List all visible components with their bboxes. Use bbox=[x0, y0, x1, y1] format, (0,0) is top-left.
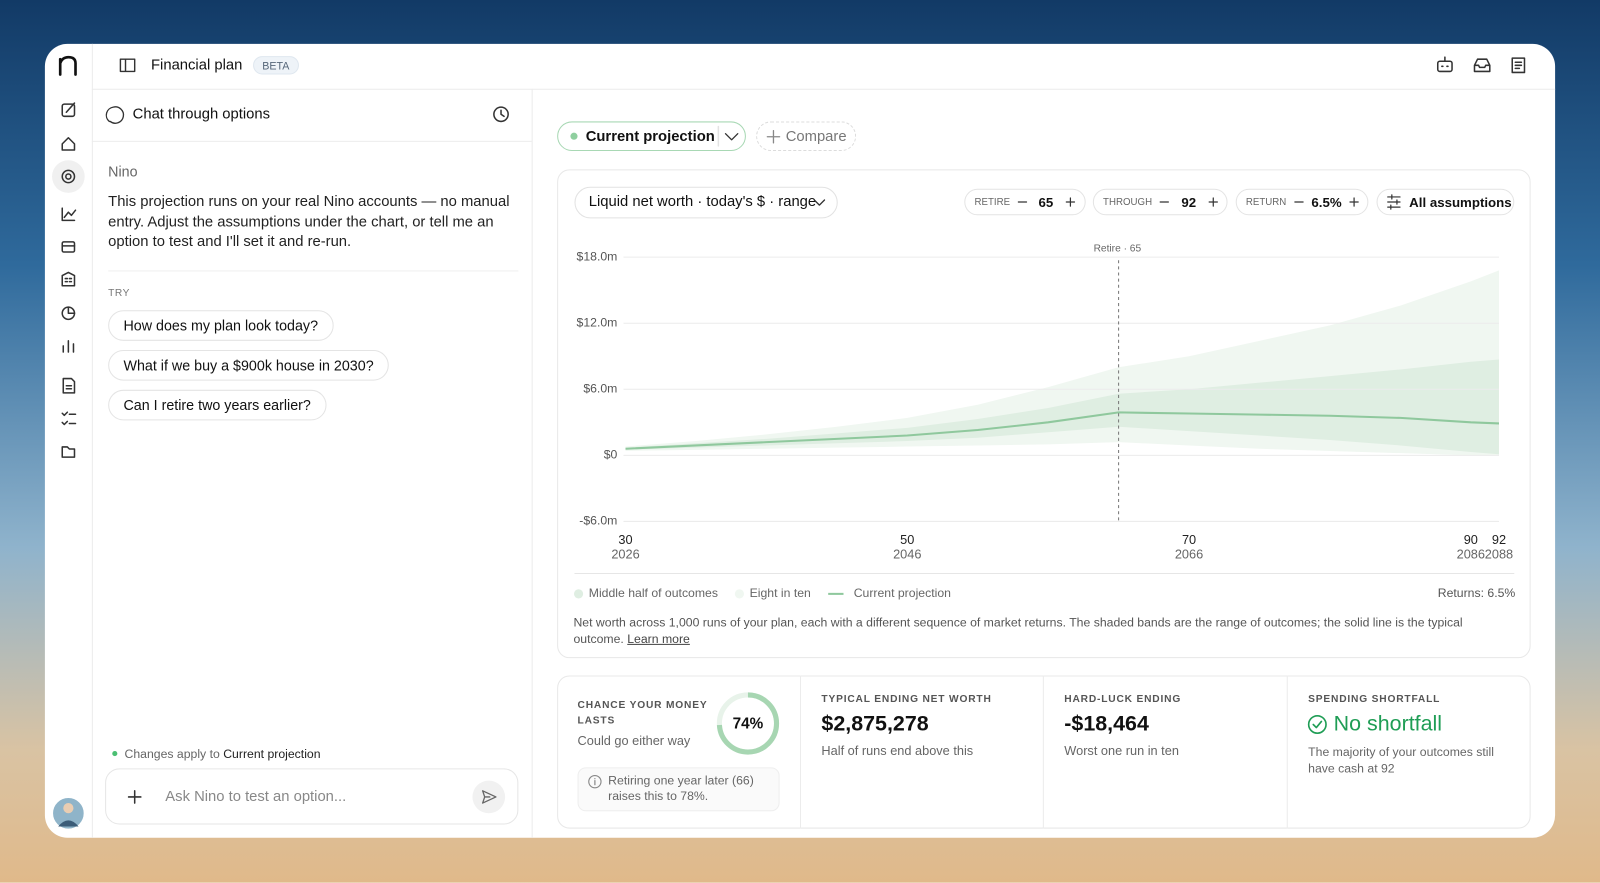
beta-badge: BETA bbox=[253, 56, 299, 75]
projection-line bbox=[625, 411, 1500, 450]
control-value: 92 bbox=[1181, 194, 1197, 211]
control-label: RETURN bbox=[1245, 196, 1287, 209]
chart-card bbox=[557, 169, 1531, 659]
stat-note: The majority of your outcomes still have… bbox=[1308, 744, 1494, 776]
rail-icons bbox=[51, 55, 1526, 831]
stat-label: SPENDING SHORTFALL bbox=[1308, 693, 1441, 706]
band-area bbox=[625, 359, 1499, 455]
x-tick-year: 2066 bbox=[1175, 546, 1203, 561]
status-target: Current projection bbox=[223, 746, 321, 762]
stat-tip-box bbox=[577, 767, 780, 812]
y-tick-label: $18.0m bbox=[577, 249, 618, 263]
stat-label: CHANCE YOUR MONEY LASTS bbox=[577, 699, 708, 727]
y-tick-label: -$6.0m bbox=[579, 514, 617, 528]
tab-label: Current projection bbox=[585, 128, 715, 145]
stat-label: TYPICAL ENDING NET WORTH bbox=[821, 693, 992, 706]
control-value: 65 bbox=[1038, 194, 1054, 211]
input-icons bbox=[127, 790, 497, 804]
stat-tip: Retiring one year later (66) raises this… bbox=[608, 773, 754, 804]
stat-label: HARD-LUCK ENDING bbox=[1064, 693, 1182, 706]
sender-name: Nino bbox=[108, 163, 138, 180]
control-label: THROUGH bbox=[1103, 196, 1153, 209]
stats-divider bbox=[799, 675, 802, 829]
control-value: 6.5% bbox=[1311, 194, 1342, 211]
annotation-label: Retire · 65 bbox=[1094, 244, 1142, 255]
returns-label: Returns: 6.5% bbox=[1438, 586, 1516, 600]
x-tick-label: 50 bbox=[900, 532, 914, 547]
x-tick-label: 90 bbox=[1464, 532, 1478, 547]
suggestion-chip[interactable]: How does my plan look today? bbox=[108, 310, 334, 341]
compare-label: Compare bbox=[785, 128, 847, 145]
stats-divider bbox=[1042, 675, 1044, 829]
status-prefix: Changes apply to bbox=[124, 746, 220, 762]
stat-value: No shortfall bbox=[1333, 712, 1443, 736]
all-assumptions-label: All assumptions bbox=[1409, 194, 1512, 211]
y-tick-label: $0 bbox=[604, 448, 618, 462]
chat-header-divider bbox=[91, 140, 532, 142]
legend-label: Middle half of outcomes bbox=[589, 586, 718, 600]
chat-input[interactable] bbox=[105, 768, 519, 825]
message-divider bbox=[108, 270, 519, 272]
topbar-divider bbox=[91, 88, 1556, 90]
stat-note: Could go either way bbox=[577, 733, 691, 748]
compare-button[interactable] bbox=[756, 121, 857, 152]
stats-divider bbox=[1286, 675, 1288, 829]
chat-divider bbox=[531, 88, 533, 838]
x-tick-year: 2088 bbox=[1485, 546, 1513, 561]
legend-label: Eight in ten bbox=[750, 586, 811, 600]
learn-more-link[interactable]: Learn more bbox=[627, 631, 690, 646]
chat-message: This projection runs on your real Nino a… bbox=[108, 193, 510, 250]
stat-value: $2,875,278 bbox=[821, 712, 929, 736]
stat-note: Worst one run in ten bbox=[1064, 743, 1179, 759]
stat-icons bbox=[588, 714, 1327, 789]
control-icons bbox=[717, 125, 1401, 210]
x-tick-year: 2086 bbox=[1457, 546, 1485, 561]
suggestion-chip[interactable]: Can I retire two years earlier? bbox=[108, 389, 327, 421]
x-tick-year: 2026 bbox=[611, 546, 639, 561]
ring-label: 74% bbox=[733, 716, 764, 733]
x-tick-label: 70 bbox=[1182, 532, 1196, 547]
legend-swatch bbox=[734, 589, 745, 599]
y-tick-label: $12.0m bbox=[577, 315, 618, 329]
control-label: RETIRE bbox=[974, 196, 1011, 209]
x-tick-label: 92 bbox=[1492, 532, 1506, 547]
status-dot bbox=[112, 751, 118, 757]
suggestion-chip[interactable]: What if we buy a $900k house in 2030? bbox=[108, 349, 389, 381]
stat-value: -$18,464 bbox=[1064, 712, 1149, 736]
chart-caption: Net worth across 1,000 runs of your plan… bbox=[573, 614, 1502, 647]
tab-dot bbox=[570, 132, 578, 140]
projection-tab[interactable] bbox=[557, 121, 746, 152]
metric-selector-label: Liquid net worth · today's $ · range bbox=[588, 193, 817, 211]
legend-label: Current projection bbox=[854, 586, 951, 600]
y-tick-label: $6.0m bbox=[583, 382, 617, 396]
chat-title: Chat through options bbox=[132, 106, 271, 123]
caption-text: Net worth across 1,000 runs of your plan… bbox=[573, 615, 1463, 646]
input-placeholder: Ask Nino to test an option... bbox=[165, 788, 347, 806]
ring-arc bbox=[716, 692, 780, 755]
try-label: TRY bbox=[108, 287, 130, 299]
metric-selector[interactable] bbox=[574, 186, 838, 219]
stat-note: Half of runs end above this bbox=[821, 743, 974, 759]
legend-swatch bbox=[573, 589, 584, 599]
status-line: Changes apply to Current projection bbox=[124, 747, 320, 762]
all-assumptions-button[interactable] bbox=[1376, 188, 1515, 216]
page-title: Financial plan bbox=[151, 57, 243, 74]
x-tick-label: 30 bbox=[618, 532, 632, 547]
rail-divider bbox=[91, 43, 93, 838]
x-tick-year: 2046 bbox=[893, 546, 921, 561]
